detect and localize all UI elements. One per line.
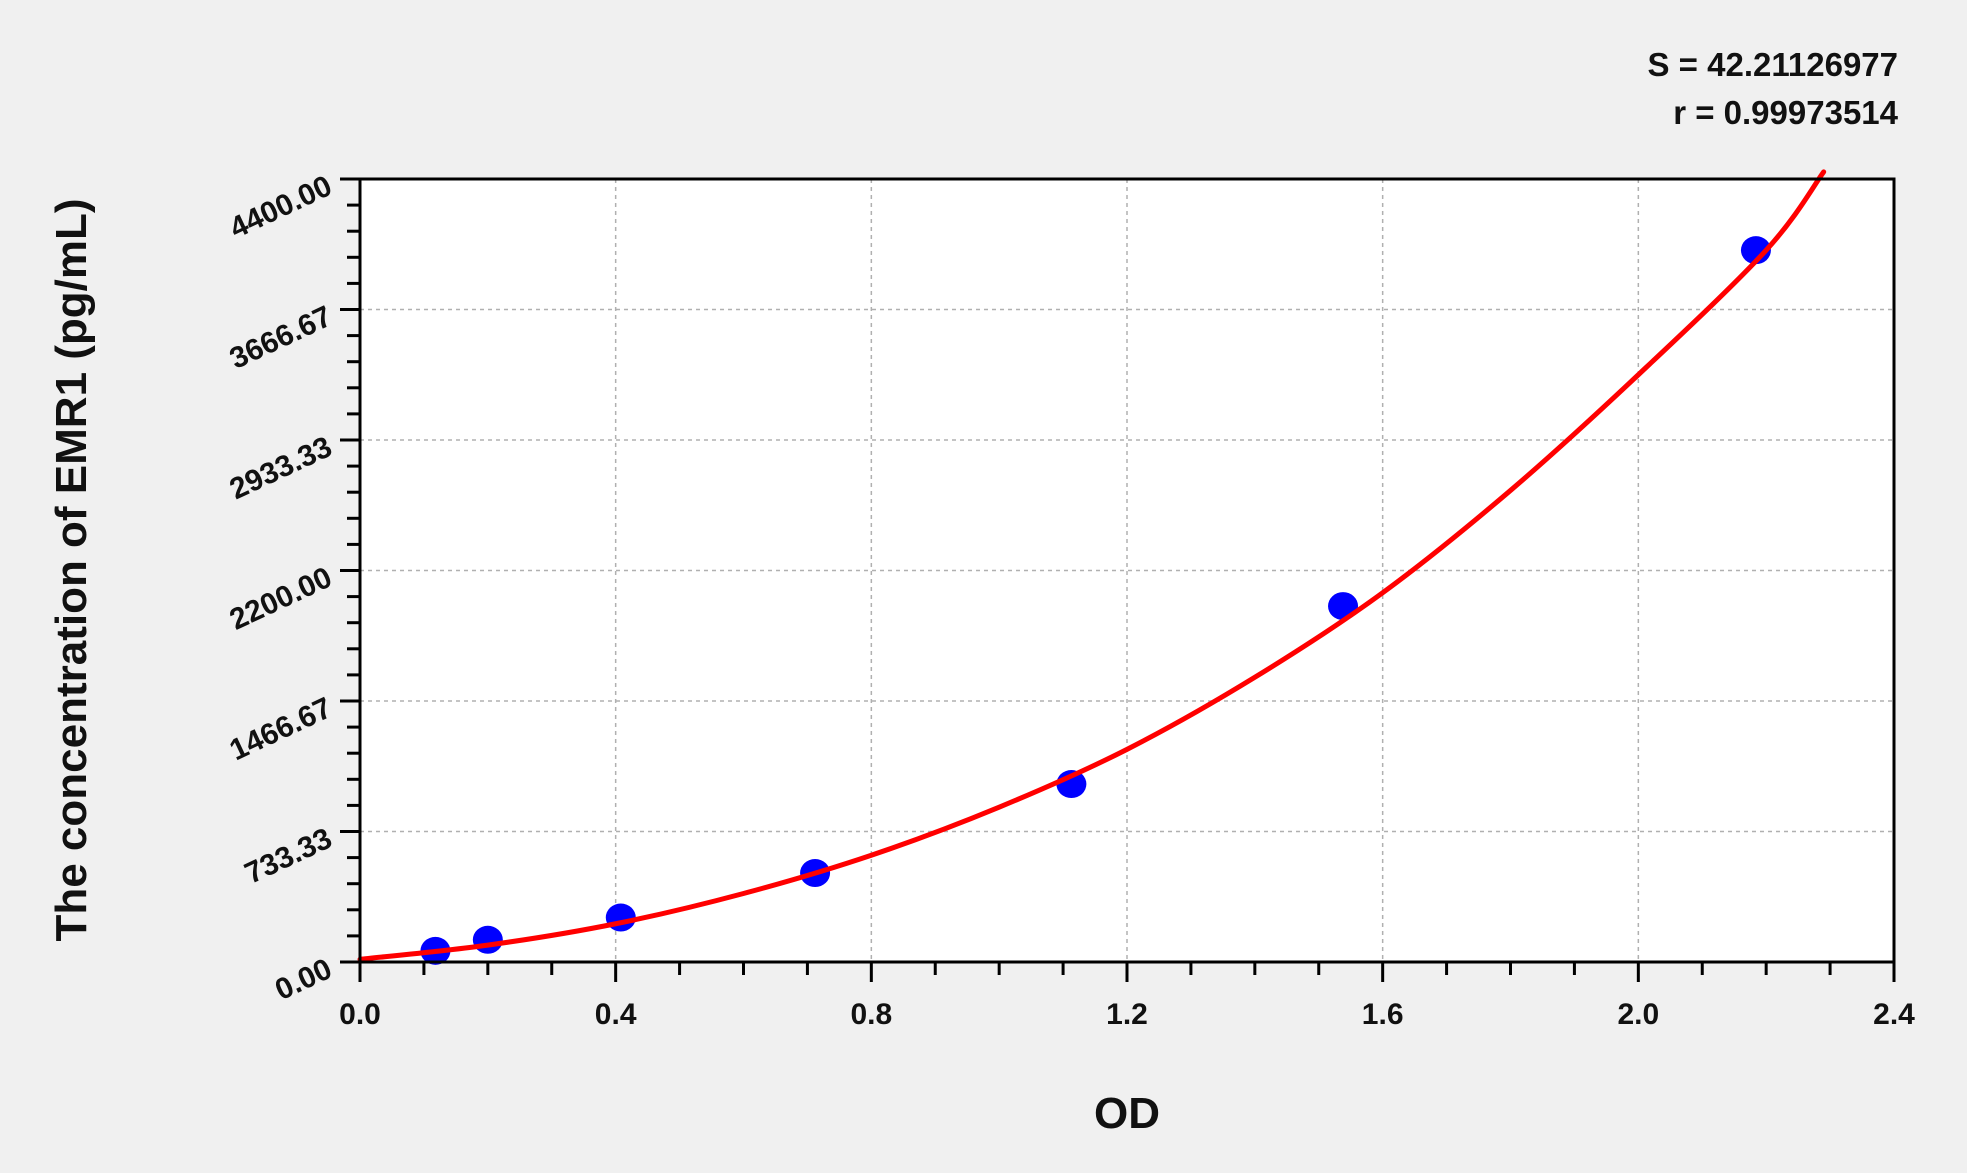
r-value-annotation: r = 0.99973514 <box>1673 94 1898 131</box>
x-axis-title: OD <box>1094 1089 1160 1138</box>
y-tick-label: 1466.67 <box>225 691 337 767</box>
fit-curve-layer <box>357 169 1827 962</box>
y-tick-labels: 0.00 733.33 1466.67 2200.00 2933.33 3666.67 44… <box>225 169 337 1007</box>
x-tick-label: 2.0 <box>1617 998 1659 1031</box>
x-tick-label: 0.4 <box>595 998 637 1031</box>
data-point <box>472 925 503 954</box>
y-tick-label: 733.33 <box>240 822 337 891</box>
grid <box>360 179 1894 962</box>
x-tick-label: 1.2 <box>1106 998 1148 1031</box>
y-axis-title: The concentration of EMR1 (pg/mL) <box>47 198 96 941</box>
axis-ticks <box>340 177 1896 982</box>
fit-curve-line <box>357 169 1827 962</box>
y-tick-label: 2933.33 <box>225 430 337 506</box>
x-tick-label: 0.8 <box>850 998 892 1031</box>
x-tick-label: 1.6 <box>1362 998 1404 1031</box>
y-tick-label: 2200.00 <box>225 561 337 637</box>
s-value-annotation: S = 42.21126977 <box>1648 46 1899 83</box>
x-tick-labels: 0.0 0.4 0.8 1.2 1.6 2.0 2.4 <box>339 998 1915 1031</box>
y-tick-label: 3666.67 <box>225 300 337 376</box>
y-tick-label: 0.00 <box>270 952 337 1007</box>
y-tick-label: 4400.00 <box>225 169 337 245</box>
x-tick-label: 2.4 <box>1873 998 1915 1031</box>
x-tick-label: 0.0 <box>339 998 381 1031</box>
data-point <box>1740 236 1771 265</box>
